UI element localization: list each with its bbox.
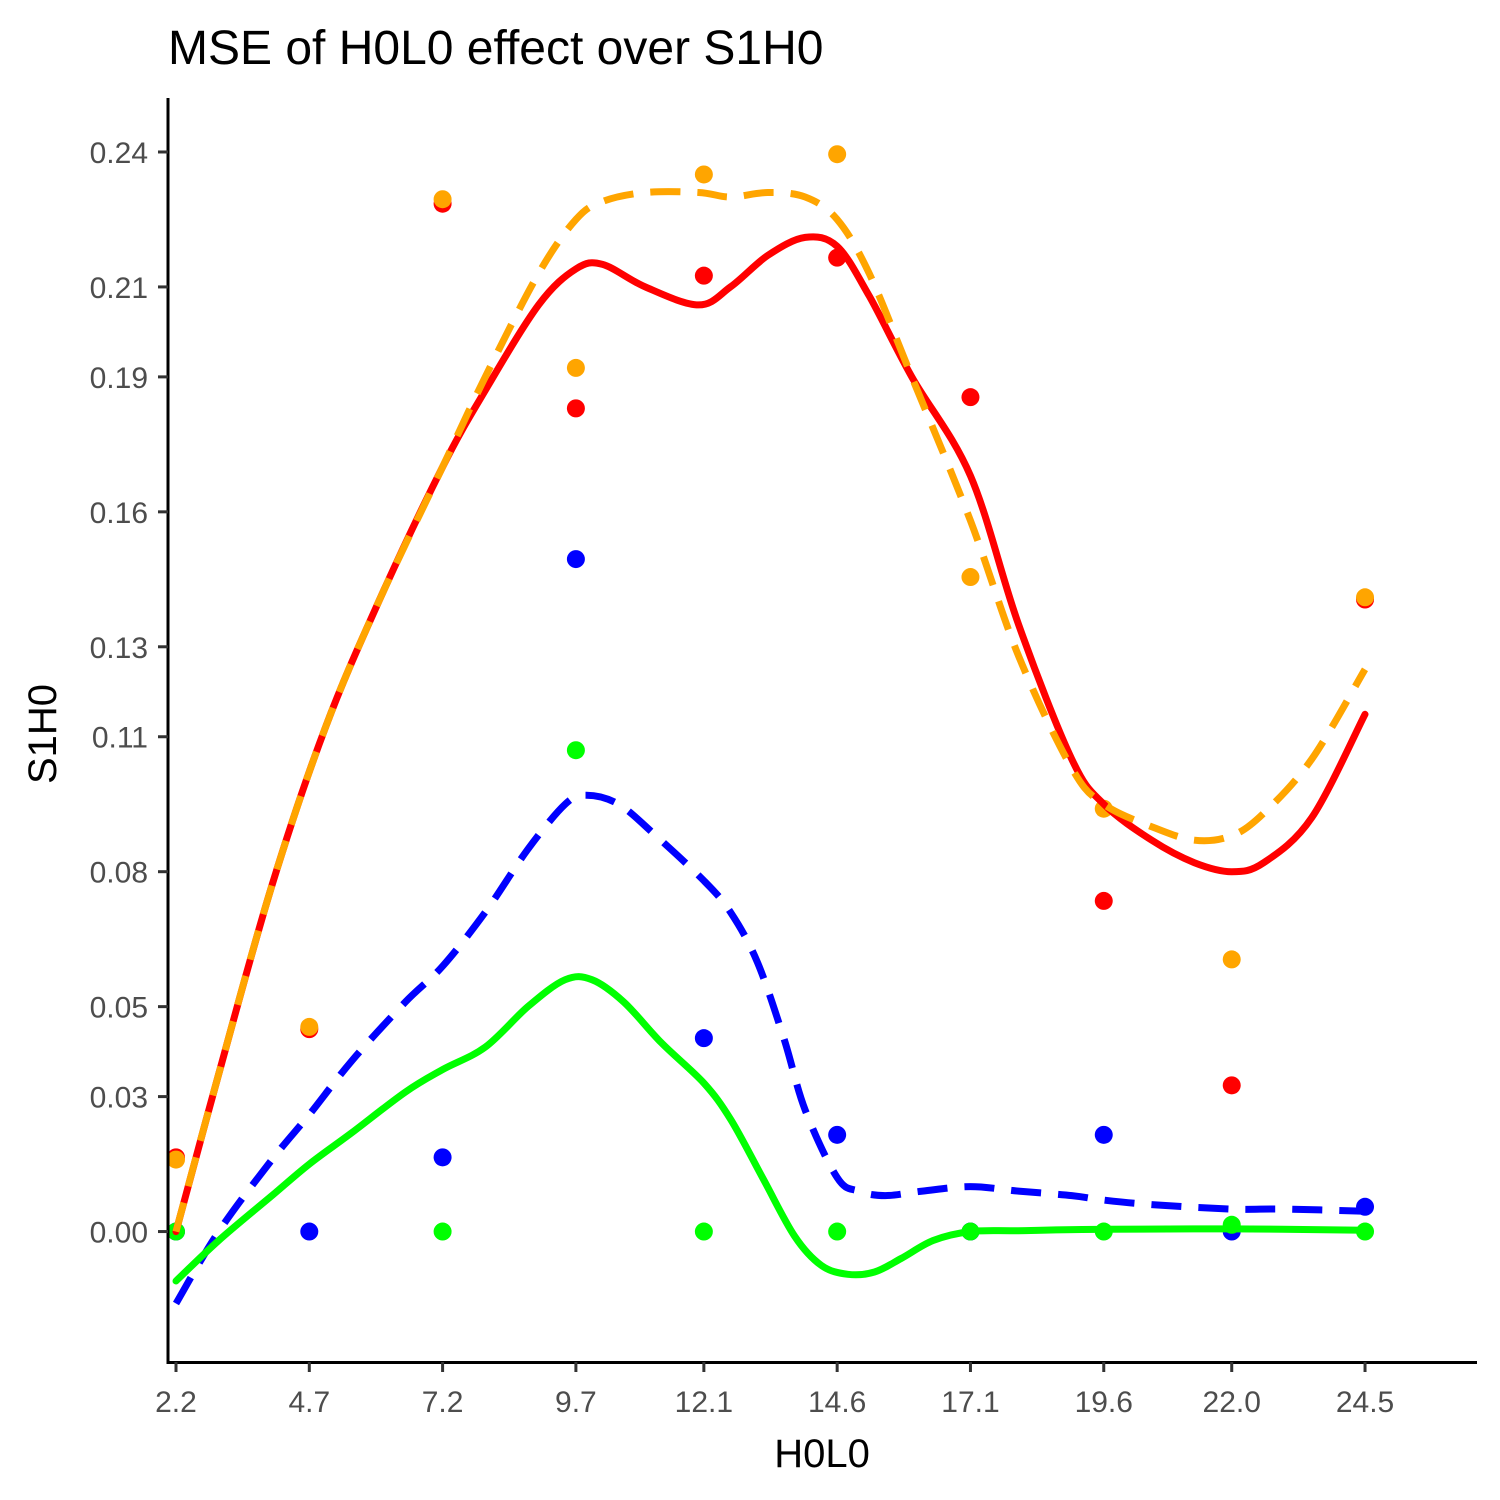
x-tick-label: 4.7 (288, 1386, 330, 1419)
blue-data-point (300, 1222, 319, 1241)
red-trend-line (172, 233, 1369, 1236)
green-data-point (694, 1222, 713, 1241)
x-axis-title: H0L0 (774, 1432, 870, 1476)
green-data-point (433, 1222, 452, 1241)
x-tick-label: 7.2 (422, 1386, 464, 1419)
y-tick-label: 0.08 (90, 857, 148, 890)
tick-labels: 2.2 4.7 7.2 9.7 12.1 14.6 17.1 19.6 22.0 24.5 0.00… (90, 137, 1395, 1419)
orange-data-point (566, 358, 585, 377)
blue-data-point (433, 1148, 452, 1167)
red-data-point (961, 388, 980, 407)
x-tick-label: 12.1 (675, 1386, 733, 1419)
x-tick-label: 19.6 (1075, 1386, 1133, 1419)
y-tick-label: 0.16 (90, 497, 148, 530)
orange-data-point (694, 165, 713, 184)
orange-data-point (828, 145, 847, 164)
x-tick-label: 14.6 (808, 1386, 866, 1419)
orange-data-point (961, 568, 980, 587)
y-tick-label: 0.21 (90, 272, 148, 305)
orange-data-point (433, 190, 452, 209)
y-tick-label: 0.03 (90, 1082, 148, 1115)
plot-area (166, 145, 1375, 1306)
red-data-point (1094, 891, 1113, 910)
orange-trend-line (172, 188, 1369, 1233)
x-tick-label: 2.2 (155, 1386, 197, 1419)
chart-title: MSE of H0L0 effect over S1H0 (168, 22, 823, 75)
red-data-point (566, 399, 585, 418)
green-data-point (566, 741, 585, 760)
green-trend-line (172, 973, 1369, 1285)
green-data-point (828, 1222, 847, 1241)
y-tick-label: 0.24 (90, 137, 148, 170)
blue-data-point (1094, 1125, 1113, 1144)
x-tick-label: 9.7 (555, 1386, 597, 1419)
red-data-point (1222, 1076, 1241, 1095)
blue-data-point (566, 550, 585, 569)
x-tick-label: 22.0 (1203, 1386, 1261, 1419)
axes (158, 98, 1477, 1372)
y-tick-label: 0.00 (90, 1217, 148, 1250)
red-data-point (694, 266, 713, 285)
blue-trend-line (172, 791, 1366, 1306)
blue-data-point (828, 1125, 847, 1144)
y-tick-label: 0.13 (90, 632, 148, 665)
x-tick-label: 24.5 (1336, 1386, 1394, 1419)
orange-data-point (166, 1150, 185, 1169)
orange-data-point (1222, 950, 1241, 969)
x-tick-label: 17.1 (941, 1386, 999, 1419)
orange-data-point (1356, 588, 1375, 607)
y-axis-title: S1H0 (21, 684, 65, 784)
blue-data-point (694, 1029, 713, 1048)
y-tick-label: 0.05 (90, 992, 148, 1025)
orange-data-point (300, 1017, 319, 1036)
y-tick-label: 0.19 (90, 362, 148, 395)
y-tick-label: 0.11 (92, 722, 148, 755)
